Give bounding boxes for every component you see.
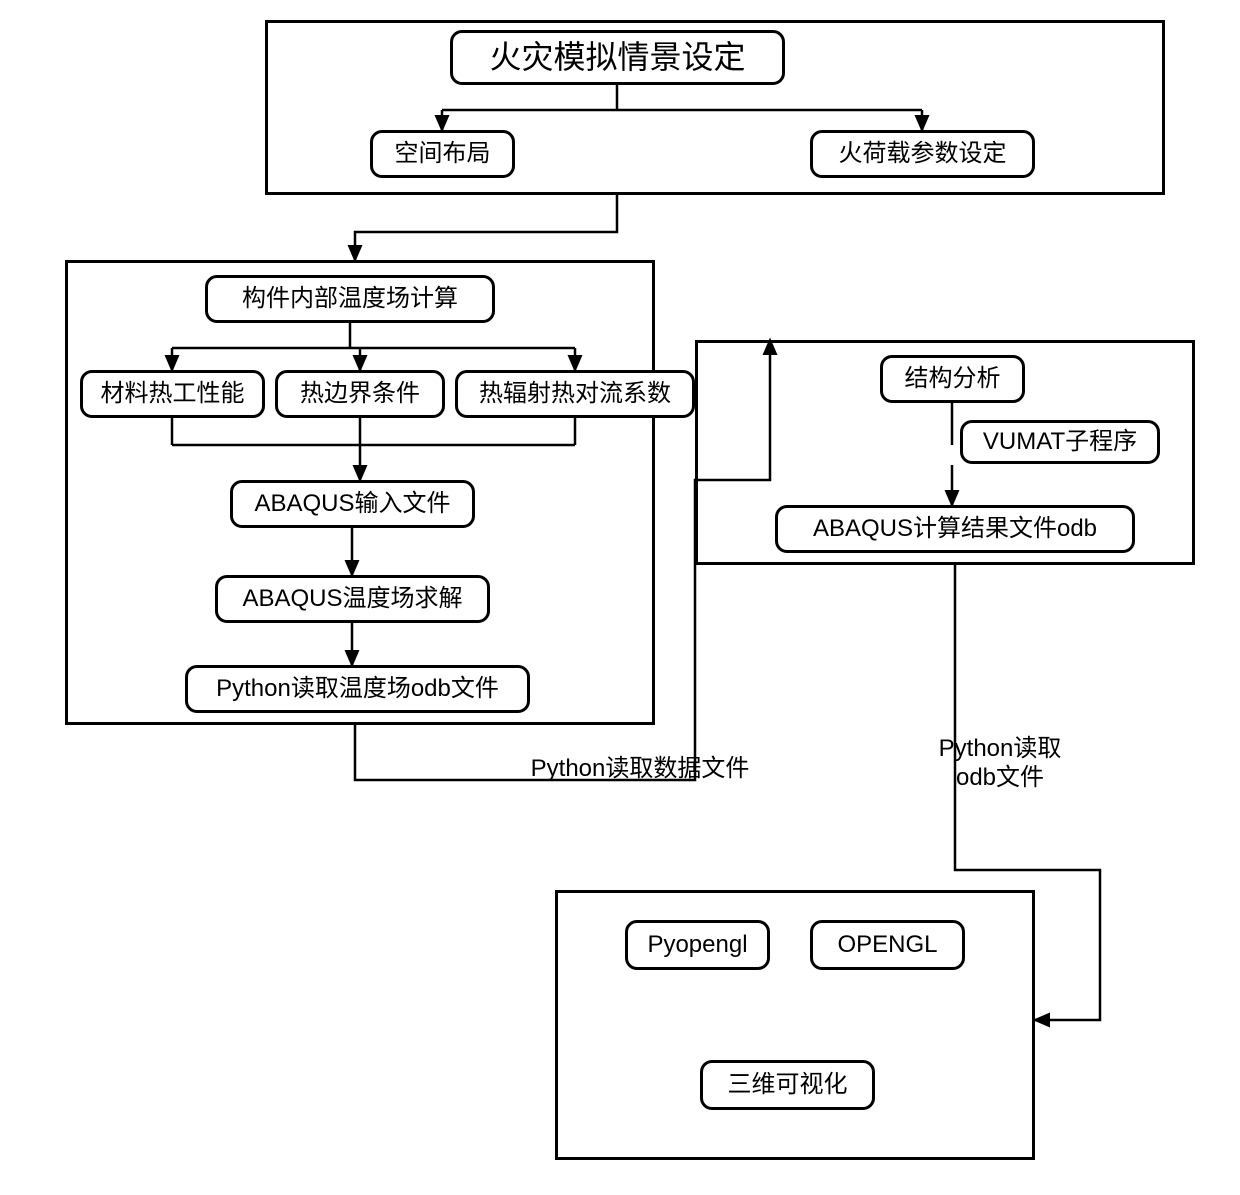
label-python-data-text: Python读取数据文件 xyxy=(531,755,750,782)
label-python-odb-text: Python读取 odb文件 xyxy=(939,735,1062,791)
node-boundary: 热边界条件 xyxy=(275,370,445,418)
node-temp-calc: 构件内部温度场计算 xyxy=(205,275,495,323)
node-radiation-text: 热辐射热对流系数 xyxy=(479,380,671,409)
node-title: 火灾模拟情景设定 xyxy=(450,30,785,85)
node-abaqus-result-text: ABAQUS计算结果文件odb xyxy=(813,515,1097,544)
node-abaqus-input: ABAQUS输入文件 xyxy=(230,480,475,528)
node-abaqus-solve: ABAQUS温度场求解 xyxy=(215,575,490,623)
node-python-temp-text: Python读取温度场odb文件 xyxy=(216,675,499,704)
node-opengl-text: OPENGL xyxy=(837,931,937,960)
node-python-temp: Python读取温度场odb文件 xyxy=(185,665,530,713)
node-title-text: 火灾模拟情景设定 xyxy=(489,38,745,76)
node-material: 材料热工性能 xyxy=(80,370,265,418)
node-boundary-text: 热边界条件 xyxy=(300,380,420,409)
node-fire-load-text: 火荷载参数设定 xyxy=(839,140,1007,169)
node-abaqus-result: ABAQUS计算结果文件odb xyxy=(775,505,1135,553)
node-material-text: 材料热工性能 xyxy=(101,380,245,409)
label-python-odb: Python读取 odb文件 xyxy=(915,735,1085,793)
node-fire-load: 火荷载参数设定 xyxy=(810,130,1035,178)
node-viz3d: 三维可视化 xyxy=(700,1060,875,1110)
node-radiation: 热辐射热对流系数 xyxy=(455,370,695,418)
node-vumat: VUMAT子程序 xyxy=(960,420,1160,464)
node-abaqus-input-text: ABAQUS输入文件 xyxy=(254,490,450,519)
label-python-data: Python读取数据文件 xyxy=(510,755,770,784)
node-abaqus-solve-text: ABAQUS温度场求解 xyxy=(242,585,462,614)
node-opengl: OPENGL xyxy=(810,920,965,970)
node-vumat-text: VUMAT子程序 xyxy=(983,428,1137,457)
node-layout-text: 空间布局 xyxy=(395,140,491,169)
node-layout: 空间布局 xyxy=(370,130,515,178)
node-struct-analysis-text: 结构分析 xyxy=(905,365,1001,394)
node-pyopengl-text: Pyopengl xyxy=(647,931,747,960)
node-pyopengl: Pyopengl xyxy=(625,920,770,970)
node-temp-calc-text: 构件内部温度场计算 xyxy=(242,285,458,314)
node-viz3d-text: 三维可视化 xyxy=(728,1071,848,1100)
node-struct-analysis: 结构分析 xyxy=(880,355,1025,403)
